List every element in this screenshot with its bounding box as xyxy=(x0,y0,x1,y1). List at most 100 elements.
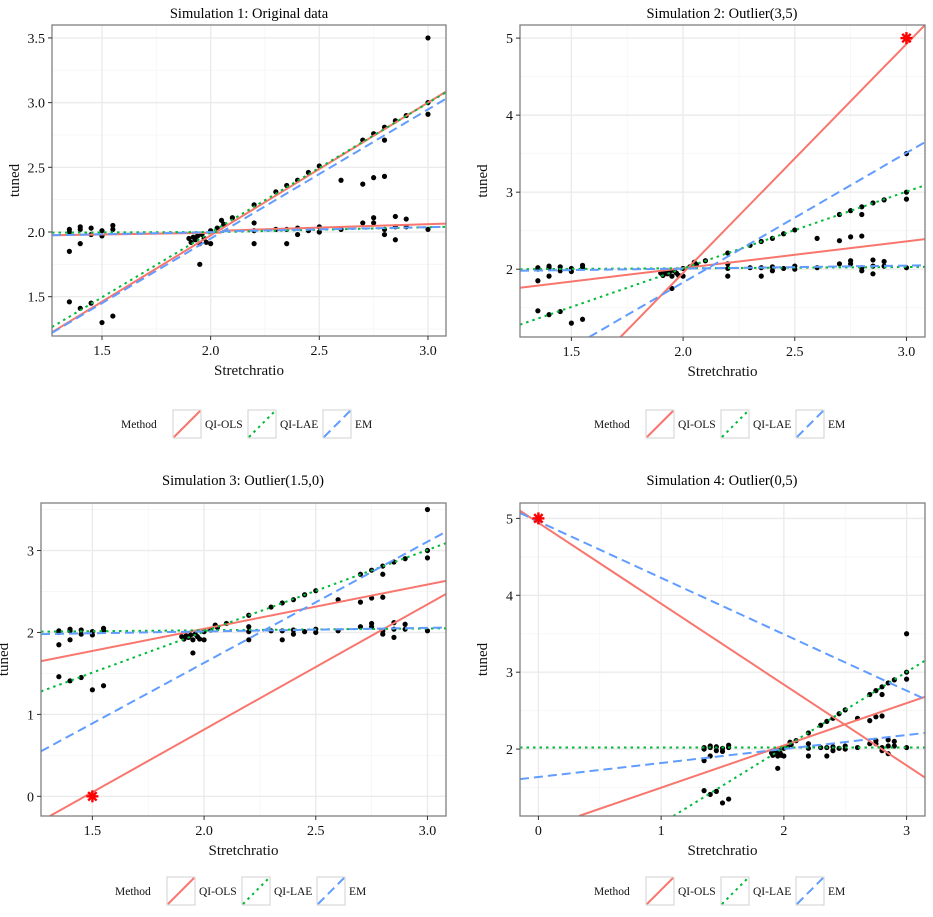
y-axis-label: tuned xyxy=(0,642,12,676)
data-point xyxy=(669,285,675,292)
x-tick-label: 3.0 xyxy=(419,344,437,359)
data-point xyxy=(848,261,854,267)
data-point xyxy=(56,642,62,648)
y-tick-label: 3 xyxy=(506,186,513,201)
y-tick-label: 2 xyxy=(506,263,513,278)
data-point xyxy=(725,273,731,279)
data-point xyxy=(824,753,830,759)
legend-key-line xyxy=(646,410,674,438)
data-point xyxy=(814,235,820,241)
data-point xyxy=(78,674,84,681)
data-point xyxy=(879,691,885,698)
fit-line-qi-lae xyxy=(52,230,222,234)
data-point xyxy=(360,181,366,187)
legend-item-em: EM xyxy=(795,409,845,439)
x-tick-label: 2.0 xyxy=(202,344,220,359)
x-tick-label: 3.0 xyxy=(419,824,437,839)
data-point xyxy=(719,800,726,806)
data-point xyxy=(425,226,431,233)
fit-line-em xyxy=(520,512,925,701)
y-tick-label: 4 xyxy=(506,589,513,604)
data-point xyxy=(371,220,377,226)
fit-line-qi-ols xyxy=(619,25,925,337)
y-tick-label: 3.5 xyxy=(28,32,46,47)
legend-title: Method xyxy=(115,886,151,898)
fit-line-qi-ols xyxy=(578,695,925,816)
panel-3: 1.5 2.0 2.5 3.0 0 1 2 3 Simulation 3: Outlier(1.… xyxy=(0,473,447,906)
fit-line-em xyxy=(41,626,446,636)
legend-key-line xyxy=(323,410,351,438)
legend-item-qi-lae: QI-LAE xyxy=(247,409,318,439)
y-tick-label: 0 xyxy=(27,790,34,805)
legend: Method QI-OLS QI-LAE EM xyxy=(594,409,845,439)
data-point xyxy=(77,241,83,247)
data-point xyxy=(579,316,586,322)
data-point xyxy=(392,213,398,220)
data-point xyxy=(246,637,252,643)
x-axis-label: Stretchratio xyxy=(688,364,758,380)
legend-key-line xyxy=(167,877,195,905)
data-point xyxy=(859,233,865,239)
legend-key-box xyxy=(720,409,750,439)
y-axis-label: tuned xyxy=(475,164,491,198)
data-point xyxy=(391,634,397,640)
data-point xyxy=(201,637,207,643)
data-point xyxy=(805,741,812,747)
data-point xyxy=(903,196,910,202)
legend-label: QI-LAE xyxy=(280,419,318,431)
legend-item-em: EM xyxy=(322,409,372,439)
data-point xyxy=(792,227,798,233)
y-axis-label: tuned xyxy=(475,642,491,676)
data-point xyxy=(805,753,812,759)
data-point xyxy=(197,636,203,642)
legend-key-box xyxy=(241,876,271,906)
data-point xyxy=(859,268,865,274)
data-point xyxy=(357,624,364,630)
data-point xyxy=(701,788,707,794)
data-point xyxy=(381,231,388,238)
data-point xyxy=(229,215,235,221)
x-tick-label: 1.5 xyxy=(563,345,581,360)
chart-title: Simulation 4: Outlier(0,5) xyxy=(646,473,797,489)
y-tick-label: 3 xyxy=(506,666,513,681)
legend-key-line xyxy=(646,877,674,905)
data-point xyxy=(546,312,552,318)
data-point xyxy=(294,231,301,238)
data-point xyxy=(830,748,836,754)
chart-title: Simulation 3: Outlier(1.5,0) xyxy=(162,473,324,489)
fit-line-em xyxy=(588,141,925,337)
outlier-star-stroke xyxy=(901,33,912,44)
data-point xyxy=(891,743,897,749)
panel-4: 0 1 2 3 2 3 4 5 Simulation 4: Outlier(0,5) Stretc… xyxy=(475,473,926,906)
legend: Method QI-OLS QI-LAE EM xyxy=(594,876,845,906)
outlier-star-icon xyxy=(900,32,913,45)
y-tick-label: 2 xyxy=(27,626,34,641)
data-point xyxy=(546,273,552,279)
legend-item-qi-lae: QI-LAE xyxy=(720,409,791,439)
data-point xyxy=(535,278,541,284)
gridlines xyxy=(520,25,925,337)
x-tick-label: 1 xyxy=(658,824,665,839)
data-point xyxy=(251,202,257,208)
fit-line-em xyxy=(41,530,446,753)
data-point xyxy=(371,175,377,181)
data-point xyxy=(402,621,408,627)
data-point xyxy=(279,637,285,643)
plot-frame xyxy=(519,502,926,817)
data-point xyxy=(701,758,707,764)
legend-title: Method xyxy=(594,886,630,898)
legend-key-line xyxy=(796,877,824,905)
legend-label: EM xyxy=(349,886,366,898)
data-point xyxy=(535,308,541,314)
fit-lines xyxy=(520,25,925,337)
data-point xyxy=(726,796,732,802)
fit-line-em xyxy=(520,264,925,272)
data-point xyxy=(218,217,225,223)
legend-label: QI-OLS xyxy=(678,886,716,898)
panel-2: 1.5 2.0 2.5 3.0 2 3 4 5 Simulation 2: Outlier(3,… xyxy=(475,6,926,439)
data-point xyxy=(859,211,865,218)
outlier-star-icon xyxy=(532,512,545,525)
data-point xyxy=(357,599,364,605)
legend-item-em: EM xyxy=(795,876,845,906)
data-point xyxy=(251,220,257,226)
